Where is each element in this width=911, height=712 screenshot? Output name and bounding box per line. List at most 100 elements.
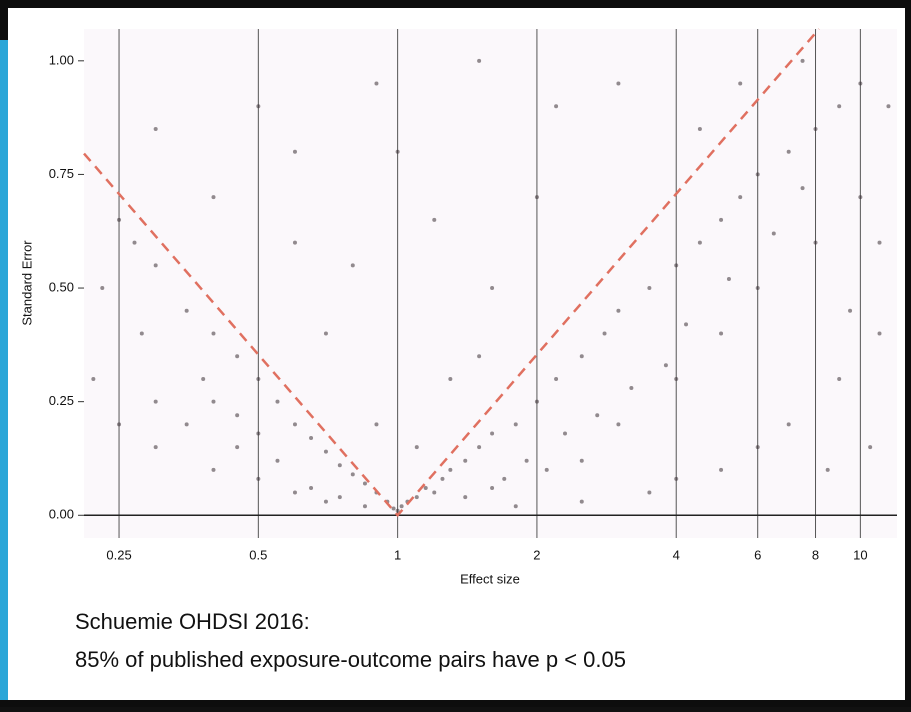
point bbox=[800, 58, 805, 63]
point bbox=[448, 467, 453, 472]
x-tick-label: 4 bbox=[673, 547, 680, 562]
point bbox=[256, 104, 261, 109]
point bbox=[350, 472, 355, 477]
point bbox=[153, 445, 158, 450]
point bbox=[395, 149, 400, 154]
point bbox=[490, 431, 495, 436]
y-tick-label: 0.50 bbox=[49, 279, 74, 294]
point bbox=[595, 413, 600, 418]
point bbox=[91, 376, 96, 381]
point bbox=[513, 422, 518, 427]
point bbox=[374, 422, 379, 427]
point bbox=[414, 495, 419, 500]
x-axis-title: Effect size bbox=[460, 571, 520, 586]
edge-decoration bbox=[0, 40, 10, 700]
point bbox=[616, 308, 621, 313]
point bbox=[755, 172, 760, 177]
point bbox=[697, 240, 702, 245]
point bbox=[738, 195, 743, 200]
point bbox=[534, 399, 539, 404]
point bbox=[448, 376, 453, 381]
point bbox=[502, 476, 507, 481]
point bbox=[423, 486, 428, 491]
point bbox=[490, 286, 495, 291]
point bbox=[117, 217, 122, 222]
point bbox=[256, 376, 261, 381]
point bbox=[275, 458, 280, 463]
point bbox=[616, 422, 621, 427]
y-axis-title: Standard Error bbox=[19, 240, 34, 326]
point bbox=[477, 445, 482, 450]
point bbox=[674, 376, 679, 381]
point bbox=[139, 331, 144, 336]
point bbox=[132, 240, 137, 245]
point bbox=[362, 481, 367, 486]
x-tick-label: 2 bbox=[533, 547, 540, 562]
point bbox=[391, 506, 396, 511]
point bbox=[395, 508, 400, 513]
x-tick-label: 8 bbox=[812, 547, 819, 562]
point bbox=[337, 463, 342, 468]
point bbox=[579, 458, 584, 463]
reference-line bbox=[83, 28, 820, 518]
point bbox=[674, 263, 679, 268]
x-tick-label: 6 bbox=[754, 547, 761, 562]
point bbox=[477, 58, 482, 63]
point bbox=[153, 263, 158, 268]
point bbox=[323, 331, 328, 336]
point bbox=[554, 104, 559, 109]
point bbox=[848, 308, 853, 313]
point bbox=[800, 186, 805, 191]
x-tick-label: 1 bbox=[394, 547, 401, 562]
point bbox=[837, 376, 842, 381]
caption-line: Schuemie OHDSI 2016: bbox=[75, 609, 310, 634]
point bbox=[463, 495, 468, 500]
point bbox=[235, 413, 240, 418]
point bbox=[868, 445, 873, 450]
point bbox=[534, 195, 539, 200]
point bbox=[663, 363, 668, 368]
point bbox=[738, 81, 743, 86]
point bbox=[323, 499, 328, 504]
point bbox=[616, 81, 621, 86]
point bbox=[211, 467, 216, 472]
point bbox=[544, 467, 549, 472]
y-tick-label: 0.00 bbox=[49, 507, 74, 522]
point bbox=[697, 126, 702, 131]
point bbox=[563, 431, 568, 436]
point bbox=[235, 354, 240, 359]
y-tick-label: 1.00 bbox=[49, 52, 74, 67]
x-tick-label: 10 bbox=[853, 547, 867, 562]
point bbox=[153, 126, 158, 131]
point bbox=[100, 286, 105, 291]
point bbox=[432, 217, 437, 222]
point bbox=[554, 376, 559, 381]
point bbox=[117, 422, 122, 427]
y-tick-label: 0.75 bbox=[49, 166, 74, 181]
point bbox=[719, 217, 724, 222]
point bbox=[524, 458, 529, 463]
point bbox=[786, 422, 791, 427]
point bbox=[184, 422, 189, 427]
point bbox=[858, 81, 863, 86]
point bbox=[201, 376, 206, 381]
point bbox=[211, 399, 216, 404]
point bbox=[350, 263, 355, 268]
point bbox=[362, 504, 367, 509]
point bbox=[825, 467, 830, 472]
point bbox=[647, 286, 652, 291]
point bbox=[374, 81, 379, 86]
point bbox=[211, 195, 216, 200]
point bbox=[292, 240, 297, 245]
point bbox=[684, 322, 689, 327]
point bbox=[813, 240, 818, 245]
point bbox=[184, 308, 189, 313]
point bbox=[602, 331, 607, 336]
point bbox=[877, 240, 882, 245]
point bbox=[755, 286, 760, 291]
point bbox=[292, 422, 297, 427]
point bbox=[674, 476, 679, 481]
y-tick-label: 0.25 bbox=[49, 393, 74, 408]
point bbox=[579, 354, 584, 359]
